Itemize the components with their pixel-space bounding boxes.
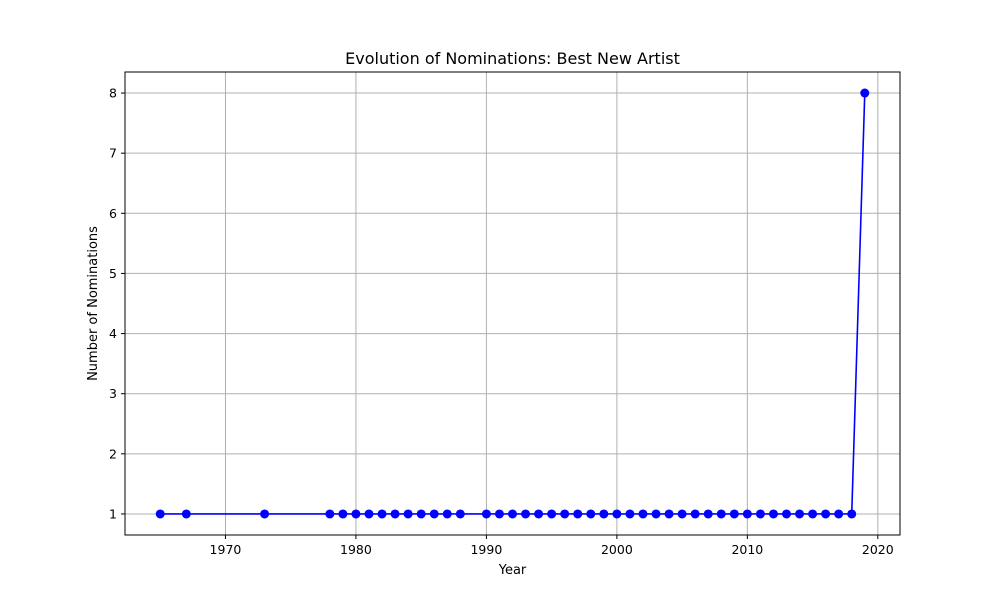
x-axis-ticks: 1970 1980 1990 2000 2010 2020 [210, 535, 894, 557]
data-point [664, 509, 674, 519]
data-point [390, 509, 400, 519]
data-point [521, 509, 531, 519]
data-point [847, 509, 857, 519]
y-tick-label: 2 [109, 446, 117, 461]
data-point [325, 509, 335, 519]
data-point [860, 88, 870, 98]
data-point [338, 509, 348, 519]
data-point [573, 509, 583, 519]
x-tick-label: 2010 [731, 542, 763, 557]
data-point [703, 509, 713, 519]
data-point [429, 509, 439, 519]
y-tick-label: 3 [109, 386, 117, 401]
y-tick-label: 4 [109, 326, 117, 341]
plot-frame [124, 71, 901, 536]
grid [125, 72, 900, 535]
y-tick-label: 5 [109, 266, 117, 281]
y-axis-label: Number of Nominations [86, 226, 101, 381]
x-tick-label: 1980 [340, 542, 372, 557]
data-point [455, 509, 465, 519]
data-point [638, 509, 648, 519]
data-point [364, 509, 374, 519]
data-point [181, 509, 191, 519]
data-point [808, 509, 818, 519]
data-point [403, 509, 413, 519]
data-point [260, 509, 270, 519]
data-point [781, 509, 791, 519]
data-point [716, 509, 726, 519]
y-tick-label: 8 [109, 86, 117, 101]
data-point [534, 509, 544, 519]
x-tick-label: 1970 [210, 542, 242, 557]
chart-title: Evolution of Nominations: Best New Artis… [345, 49, 680, 68]
data-point [494, 509, 504, 519]
data-point [690, 509, 700, 519]
data-point [612, 509, 622, 519]
data-point [834, 509, 844, 519]
data-point [821, 509, 831, 519]
data-point [677, 509, 687, 519]
data-point [481, 509, 491, 519]
series-layer [155, 88, 870, 519]
data-point [742, 509, 752, 519]
y-tick-label: 1 [109, 506, 117, 521]
y-tick-label: 7 [109, 146, 117, 161]
x-tick-label: 2000 [601, 542, 633, 557]
data-point [155, 509, 165, 519]
data-point [768, 509, 778, 519]
data-point [560, 509, 570, 519]
x-tick-label: 2020 [862, 542, 894, 557]
data-point [755, 509, 765, 519]
x-axis-label: Year [498, 563, 527, 578]
data-point [377, 509, 387, 519]
data-point [729, 509, 739, 519]
x-tick-label: 1990 [470, 542, 502, 557]
y-tick-label: 6 [109, 206, 117, 221]
data-point [795, 509, 805, 519]
data-point [651, 509, 661, 519]
data-point [599, 509, 609, 519]
data-point [351, 509, 361, 519]
y-axis-ticks: 1 2 3 4 5 6 7 8 [109, 86, 125, 521]
data-point [586, 509, 596, 519]
data-point [547, 509, 557, 519]
data-point [625, 509, 635, 519]
data-point [442, 509, 452, 519]
data-point [508, 509, 517, 519]
data-point [416, 509, 426, 519]
